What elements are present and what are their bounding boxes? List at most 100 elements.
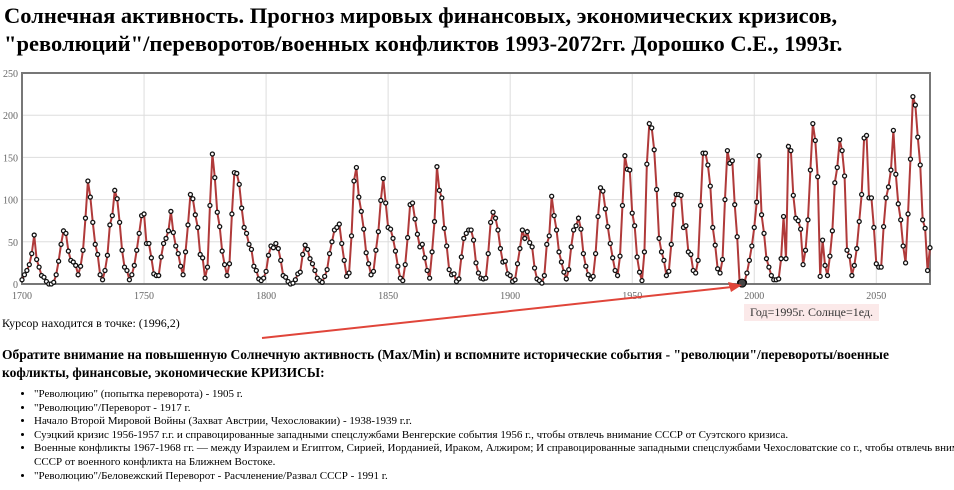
data-point-1992[interactable] [732, 202, 738, 208]
data-point-1865[interactable] [422, 255, 428, 261]
data-point-1824[interactable] [322, 273, 328, 280]
data-point-1765[interactable] [178, 263, 184, 269]
data-point-1991[interactable] [729, 158, 735, 164]
data-point-1970[interactable] [678, 192, 684, 199]
data-point-1909[interactable] [529, 244, 535, 250]
data-point-1864[interactable] [419, 241, 425, 247]
data-point-1776[interactable] [204, 264, 211, 270]
data-point-1732[interactable] [97, 272, 103, 278]
data-point-1946[interactable] [619, 202, 626, 209]
data-point-1703[interactable] [26, 261, 32, 268]
data-point-1785[interactable] [226, 261, 233, 267]
data-point-1905[interactable] [519, 227, 526, 233]
data-point-2064[interactable] [907, 156, 914, 162]
data-point-2027[interactable] [817, 273, 823, 280]
data-point-1784[interactable] [224, 272, 230, 279]
data-point-1701[interactable] [21, 272, 28, 278]
data-point-1982[interactable] [707, 183, 713, 189]
data-point-1881[interactable] [461, 235, 467, 242]
data-point-1774[interactable] [199, 255, 206, 261]
data-point-2069[interactable] [920, 217, 926, 223]
data-point-2036[interactable] [839, 147, 845, 154]
data-point-2057[interactable] [890, 127, 897, 134]
data-point-1725[interactable] [80, 247, 86, 253]
data-point-1945[interactable] [617, 253, 623, 259]
data-point-1801[interactable] [265, 252, 272, 258]
data-point-1827[interactable] [329, 239, 335, 245]
data-point-2038[interactable] [844, 247, 850, 253]
data-point-1914[interactable] [541, 272, 547, 279]
data-point-2039[interactable] [846, 253, 853, 259]
data-point-1780[interactable] [214, 209, 220, 215]
data-point-1721[interactable] [70, 259, 76, 265]
data-point-1829[interactable] [334, 224, 340, 231]
data-point-1753[interactable] [148, 255, 155, 261]
data-point-1896[interactable] [497, 245, 504, 252]
data-point-2030[interactable] [824, 272, 831, 279]
data-point-1962[interactable] [658, 249, 665, 255]
data-point-1943[interactable] [612, 267, 618, 274]
data-point-1924[interactable] [566, 267, 572, 273]
data-point-2011[interactable] [778, 256, 784, 262]
data-point-1986[interactable] [717, 270, 723, 276]
data-point-1839[interactable] [358, 208, 364, 215]
data-point-1832[interactable] [341, 257, 347, 264]
data-point-1884[interactable] [468, 227, 474, 233]
data-point-1742[interactable] [121, 264, 128, 270]
data-point-2050[interactable] [873, 261, 879, 267]
data-point-1744[interactable] [126, 277, 133, 283]
data-point-1743[interactable] [124, 267, 130, 274]
data-point-1857[interactable] [402, 261, 408, 268]
data-point-1870[interactable] [434, 164, 440, 170]
data-point-1941[interactable] [607, 240, 613, 247]
data-point-1997[interactable] [744, 270, 750, 276]
data-point-1922[interactable] [561, 269, 567, 275]
data-point-1902[interactable] [512, 277, 518, 283]
data-point-2019[interactable] [797, 226, 804, 232]
data-point-2060[interactable] [898, 217, 904, 223]
data-point-1837[interactable] [353, 164, 360, 171]
data-point-1804[interactable] [273, 240, 279, 247]
data-point-1869[interactable] [431, 218, 438, 225]
data-point-2056[interactable] [888, 167, 894, 173]
data-point-1983[interactable] [710, 224, 716, 231]
data-point-1835[interactable] [348, 233, 355, 239]
data-point-1906[interactable] [522, 235, 528, 242]
data-point-1927[interactable] [573, 223, 579, 229]
data-point-1966[interactable] [668, 241, 674, 247]
data-point-1796[interactable] [253, 267, 259, 274]
data-point-1841[interactable] [363, 250, 369, 256]
data-point-1989[interactable] [724, 147, 731, 154]
data-point-1745[interactable] [129, 272, 135, 278]
data-point-1781[interactable] [217, 223, 223, 230]
data-point-2003[interactable] [758, 212, 765, 218]
data-point-1706[interactable] [33, 256, 40, 263]
data-point-1891[interactable] [485, 250, 491, 257]
data-point-2049[interactable] [871, 224, 877, 231]
data-point-1949[interactable] [627, 167, 633, 173]
data-point-1861[interactable] [412, 216, 418, 222]
data-point-2005[interactable] [763, 256, 770, 262]
data-point-1976[interactable] [693, 270, 699, 276]
data-point-1830[interactable] [336, 221, 342, 227]
data-point-1769[interactable] [187, 191, 194, 198]
data-point-2072[interactable] [927, 245, 933, 251]
data-point-2007[interactable] [768, 272, 774, 279]
data-point-2025[interactable] [812, 137, 818, 144]
data-point-1952[interactable] [634, 254, 640, 260]
data-point-1974[interactable] [688, 251, 694, 258]
data-point-1724[interactable] [77, 263, 84, 269]
data-point-1750[interactable] [141, 211, 147, 217]
data-point-2044[interactable] [859, 191, 865, 198]
data-point-1845[interactable] [373, 247, 379, 253]
data-point-1790[interactable] [239, 205, 245, 211]
data-point-1917[interactable] [549, 193, 555, 199]
data-point-1988[interactable] [722, 196, 728, 203]
data-point-1895[interactable] [495, 227, 501, 233]
data-point-2037[interactable] [841, 173, 848, 179]
data-point-1767[interactable] [182, 249, 189, 255]
data-point-1964[interactable] [663, 272, 670, 279]
data-point-1812[interactable] [292, 277, 299, 283]
data-point-1998[interactable] [746, 257, 753, 264]
data-point-1944[interactable] [614, 272, 621, 279]
